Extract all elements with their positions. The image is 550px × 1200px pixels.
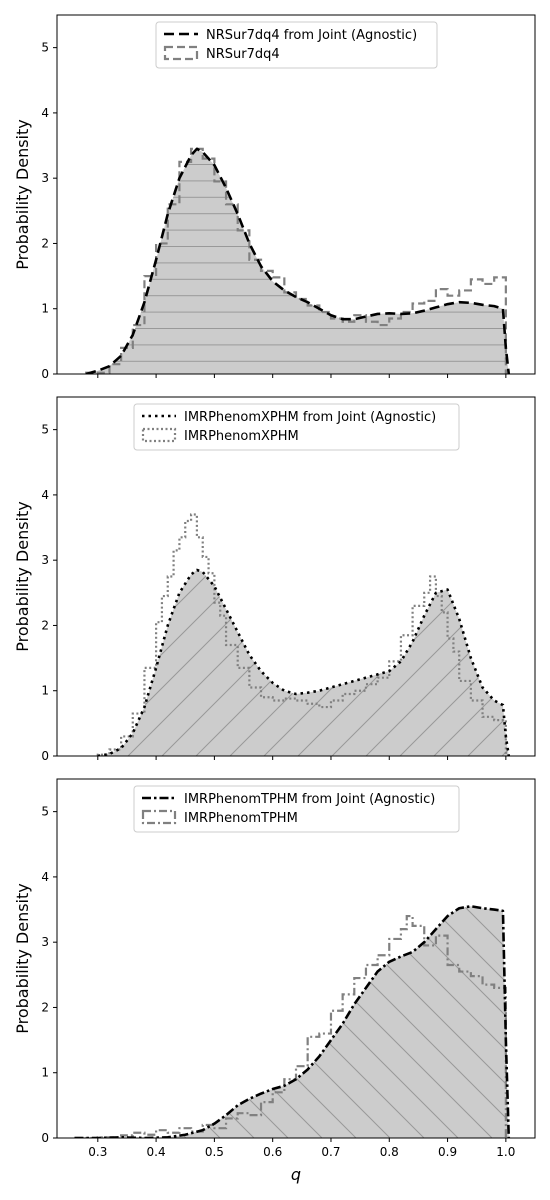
- y-tick-label: 0: [41, 1131, 49, 1145]
- axes-frame: [56, 14, 536, 375]
- y-tick-label: 4: [41, 488, 49, 502]
- series-histogram: [74, 914, 507, 1138]
- y-tick-label: 2: [41, 1000, 49, 1014]
- legend-label: IMRPhenomTPHM from Joint (Agnostic): [184, 792, 435, 807]
- legend-label: NRSur7dq4: [206, 47, 280, 62]
- legend-swatch-step: [163, 45, 199, 61]
- y-axis-label: Probability Density: [13, 883, 32, 1034]
- y-axis-label: Probability Density: [13, 501, 32, 652]
- y-tick-label: 4: [41, 870, 49, 884]
- y-tick-label: 3: [41, 935, 49, 949]
- panel-2: 0 1 2 3 4 5 Probability Density IMRPhenomXPHM f…: [13, 396, 536, 763]
- x-tick-label: 0.4: [147, 1145, 166, 1159]
- y-axis-label: Probability Density: [13, 119, 32, 270]
- panel-3: 0 1 2 3 4 5 0.3 0.4 0.5 0.6 0.7 0.8 0.9 1.0 Probabilit…: [13, 778, 536, 1184]
- y-tick-label: 2: [41, 618, 49, 632]
- legend-label: IMRPhenomXPHM from Joint (Agnostic): [184, 410, 436, 425]
- plot-area: [74, 904, 511, 1138]
- legend-swatch-step: [141, 809, 177, 825]
- area-fill: [74, 906, 509, 1138]
- x-tick-label: 0.5: [205, 1145, 224, 1159]
- area-fill: [97, 569, 509, 756]
- y-tick-label: 3: [41, 171, 49, 185]
- y-tick-label: 2: [41, 236, 49, 250]
- y-tick-label: 0: [41, 749, 49, 763]
- y-tick-label: 1: [41, 684, 49, 698]
- x-tick-label: 0.9: [438, 1145, 457, 1159]
- series-kde-line: [97, 568, 511, 756]
- legend-box: [155, 21, 438, 69]
- legend-label: IMRPhenomTPHM: [184, 811, 298, 826]
- panel-1: 0 1 2 3 4 5 Probability Density NRSur7dq4 from …: [13, 14, 536, 381]
- y-tick-label: 1: [41, 1066, 49, 1080]
- series-kde-line: [74, 904, 511, 1138]
- plot-area: [96, 513, 511, 756]
- legend-box: [133, 785, 460, 833]
- x-tick-label: 0.8: [380, 1145, 399, 1159]
- y-tick-label: 4: [41, 106, 49, 120]
- area-fill: [86, 148, 509, 374]
- y-tick-label: 5: [41, 423, 49, 437]
- x-tick-label: 0.3: [88, 1145, 107, 1159]
- legend-box: [133, 403, 460, 451]
- y-tick-label: 5: [41, 41, 49, 55]
- y-tick-label: 5: [41, 805, 49, 819]
- y-tick-label: 1: [41, 302, 49, 316]
- x-tick-label: 0.6: [263, 1145, 282, 1159]
- series-kde-line: [85, 147, 511, 374]
- legend-label: NRSur7dq4 from Joint (Agnostic): [206, 28, 417, 43]
- y-tick-label: 0: [41, 367, 49, 381]
- legend-label: IMRPhenomXPHM: [184, 429, 299, 444]
- plot-area: [85, 147, 511, 374]
- legend: NRSur7dq4 from Joint (Agnostic) NRSur7dq4: [155, 21, 438, 69]
- x-tick-label: 0.7: [321, 1145, 340, 1159]
- axes-frame: [56, 778, 536, 1139]
- y-tick-label: 3: [41, 553, 49, 567]
- axes-frame: [56, 396, 536, 757]
- legend: IMRPhenomXPHM from Joint (Agnostic) IMRPh…: [133, 403, 460, 451]
- x-axis-label: q: [291, 1165, 301, 1184]
- x-tick-label: 1.0: [496, 1145, 515, 1159]
- legend-swatch-step: [141, 427, 177, 443]
- legend: IMRPhenomTPHM from Joint (Agnostic) IMRPh…: [133, 785, 460, 833]
